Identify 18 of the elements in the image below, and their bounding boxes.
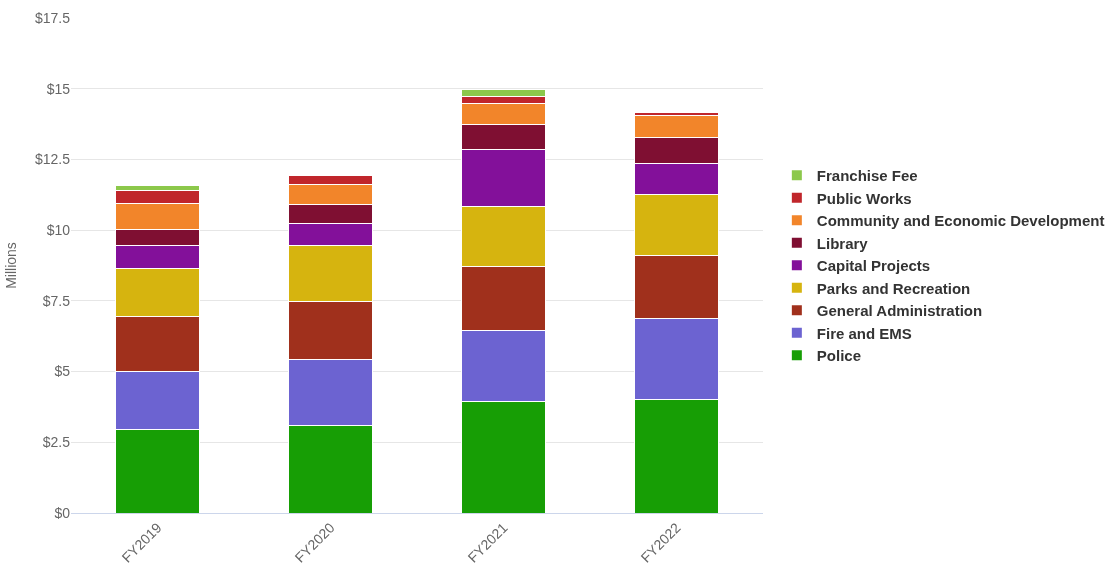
- y-tick-label: $12.5: [34, 151, 71, 168]
- legend-label: Capital Projects: [816, 257, 931, 275]
- legend-label: Fire and EMS: [816, 324, 912, 342]
- y-tick-label: $2.5: [42, 434, 71, 451]
- y-tick-label: $17.5: [34, 9, 71, 26]
- legend-label: Community and Economic Development: [816, 212, 1105, 230]
- y-axis-title: Millions: [2, 242, 19, 289]
- y-tick-label: $10: [46, 222, 71, 239]
- y-tick-label: $7.5: [42, 292, 71, 309]
- y-tick-label: $15: [46, 80, 71, 97]
- legend-label: Public Works: [816, 189, 912, 207]
- legend-label: Police: [816, 347, 862, 365]
- legend-label: Franchise Fee: [816, 167, 918, 185]
- legend-label: Library: [816, 234, 869, 252]
- y-tick-label: $0: [54, 504, 71, 521]
- legend-label: General Administration: [816, 302, 983, 320]
- legend-label: Parks and Recreation: [816, 279, 971, 297]
- y-tick-label: $5: [54, 363, 71, 380]
